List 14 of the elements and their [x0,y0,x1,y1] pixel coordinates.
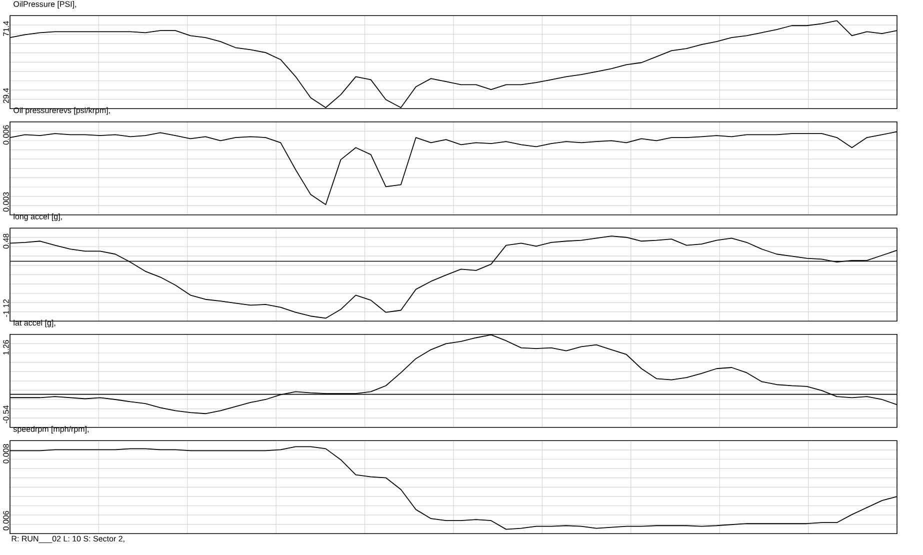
y-tick-label: 0.48 [3,234,9,249]
chart-title: OilPressure [PSI], [14,1,76,9]
y-tick-label: 1.26 [3,340,9,355]
y-tick-label: -1.12 [3,300,9,318]
y-tick-label: 0.008 [3,444,9,464]
y-tick-label: 0.006 [3,511,9,530]
y-tick-label: 29.4 [3,88,9,104]
chart-title: speedrpm [mph/rpm], [13,426,89,434]
chart-title: long accel [g], [14,214,62,222]
y-tick-label: 0.006 [3,125,9,145]
text: R: RUN___02 L: 10 S: Sector 2, [12,536,124,544]
y-tick-label: 0.003 [3,192,9,212]
y-tick-label: 71.4 [3,21,9,36]
y-tick-label: -0.54 [3,406,9,424]
